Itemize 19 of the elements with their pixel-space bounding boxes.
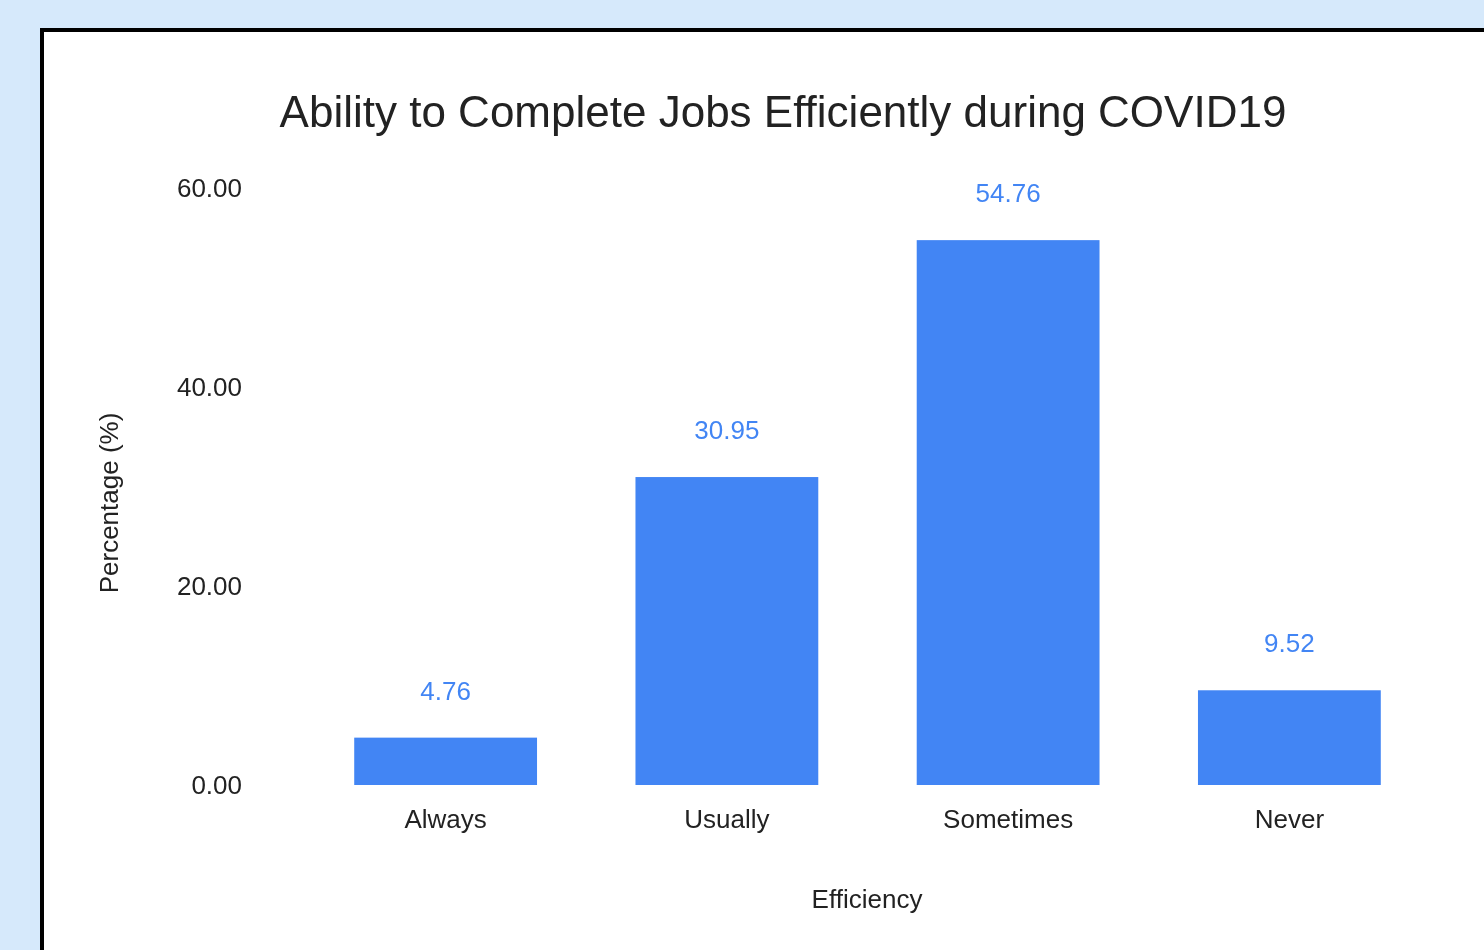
bar bbox=[1197, 690, 1381, 785]
chart-title: Ability to Complete Jobs Efficiently during COVID19 bbox=[279, 87, 1287, 136]
x-tick-label: Never bbox=[1254, 804, 1325, 834]
x-axis-title: Efficiency bbox=[811, 884, 923, 914]
bar bbox=[635, 477, 819, 785]
bar bbox=[916, 240, 1100, 785]
y-tick-label: 0.00 bbox=[191, 770, 242, 801]
data-label: 9.52 bbox=[1264, 628, 1315, 659]
y-axis-title: Percentage (%) bbox=[94, 412, 124, 594]
y-tick-label: 40.00 bbox=[176, 372, 242, 403]
y-tick-label: 20.00 bbox=[176, 571, 242, 602]
data-label: 4.76 bbox=[420, 675, 471, 706]
y-tick-label: 60.00 bbox=[176, 173, 242, 204]
x-tick-label: Always bbox=[404, 804, 487, 834]
bar bbox=[354, 737, 538, 785]
data-label: 54.76 bbox=[975, 178, 1041, 209]
x-tick-label: Sometimes bbox=[943, 804, 1074, 834]
x-tick-label: Usually bbox=[684, 804, 770, 834]
data-label: 30.95 bbox=[694, 415, 760, 446]
